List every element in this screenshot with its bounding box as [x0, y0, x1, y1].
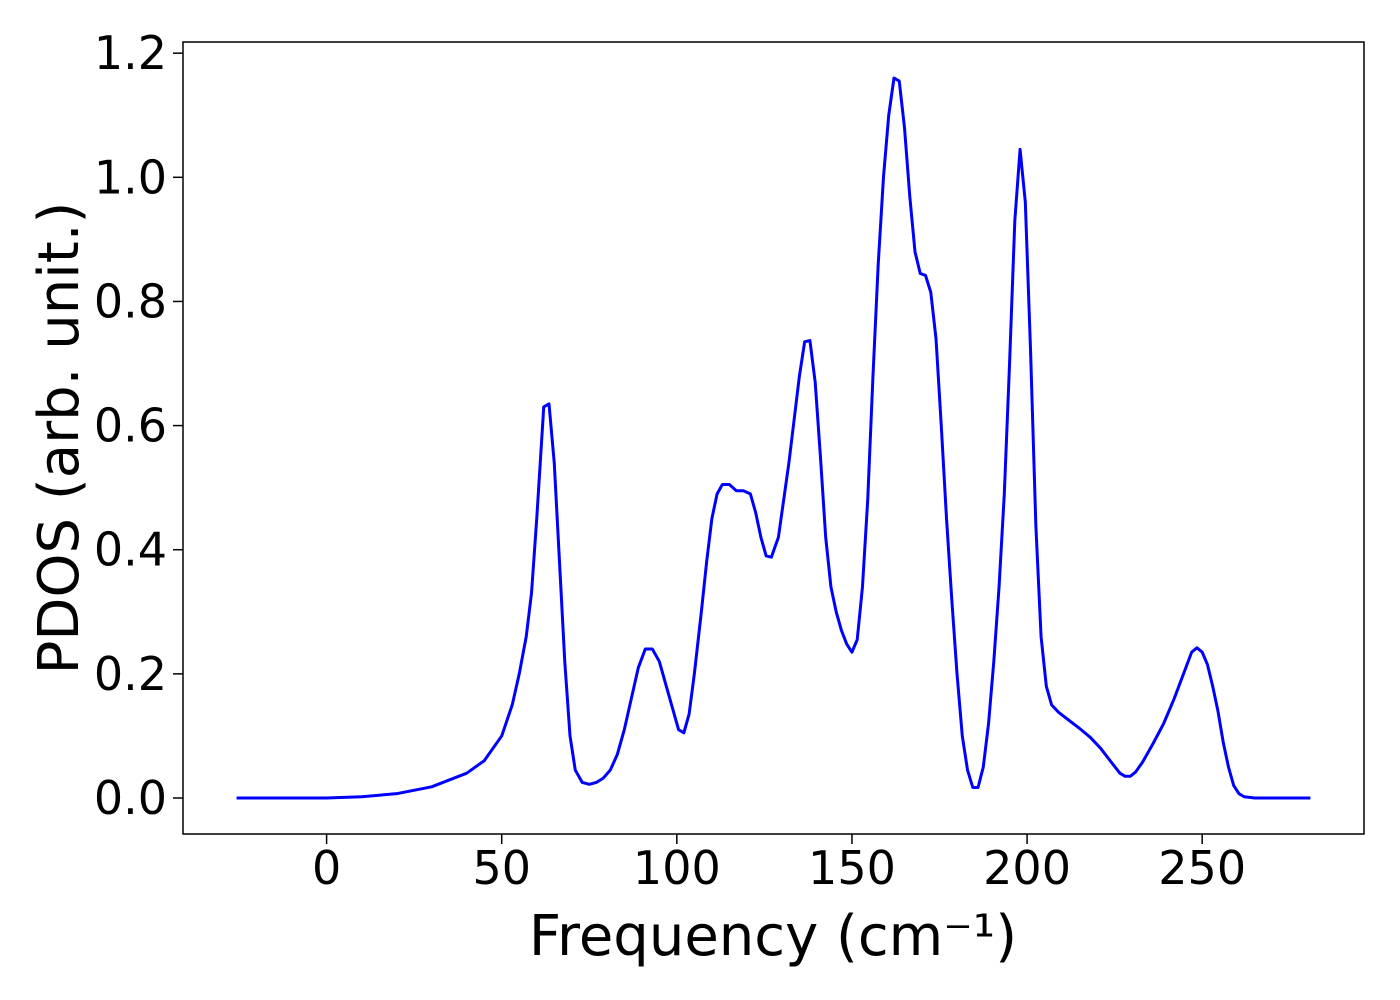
x-tick-label: 0 [312, 841, 341, 895]
y-tick-label: 0.2 [94, 647, 167, 701]
y-tick-label: 0.4 [94, 523, 167, 577]
plot-frame [182, 41, 1365, 835]
line-series [236, 76, 1311, 800]
x-tick-label: 50 [472, 841, 531, 895]
x-tick-label: 150 [808, 841, 896, 895]
y-tick-label: 1.2 [94, 26, 167, 80]
x-tick-label: 200 [983, 841, 1071, 895]
y-tick-label: 0.8 [94, 274, 167, 328]
x-tick-label: 250 [1158, 841, 1246, 895]
y-tick-label: 0.0 [94, 771, 167, 825]
y-axis-label: PDOS (arb. unit.) [27, 202, 92, 675]
x-axis-label: Frequency (cm⁻¹) [529, 904, 1017, 969]
y-tick-label: 0.6 [94, 399, 167, 453]
x-tick-label: 100 [633, 841, 721, 895]
y-tick-label: 1.0 [94, 150, 167, 204]
